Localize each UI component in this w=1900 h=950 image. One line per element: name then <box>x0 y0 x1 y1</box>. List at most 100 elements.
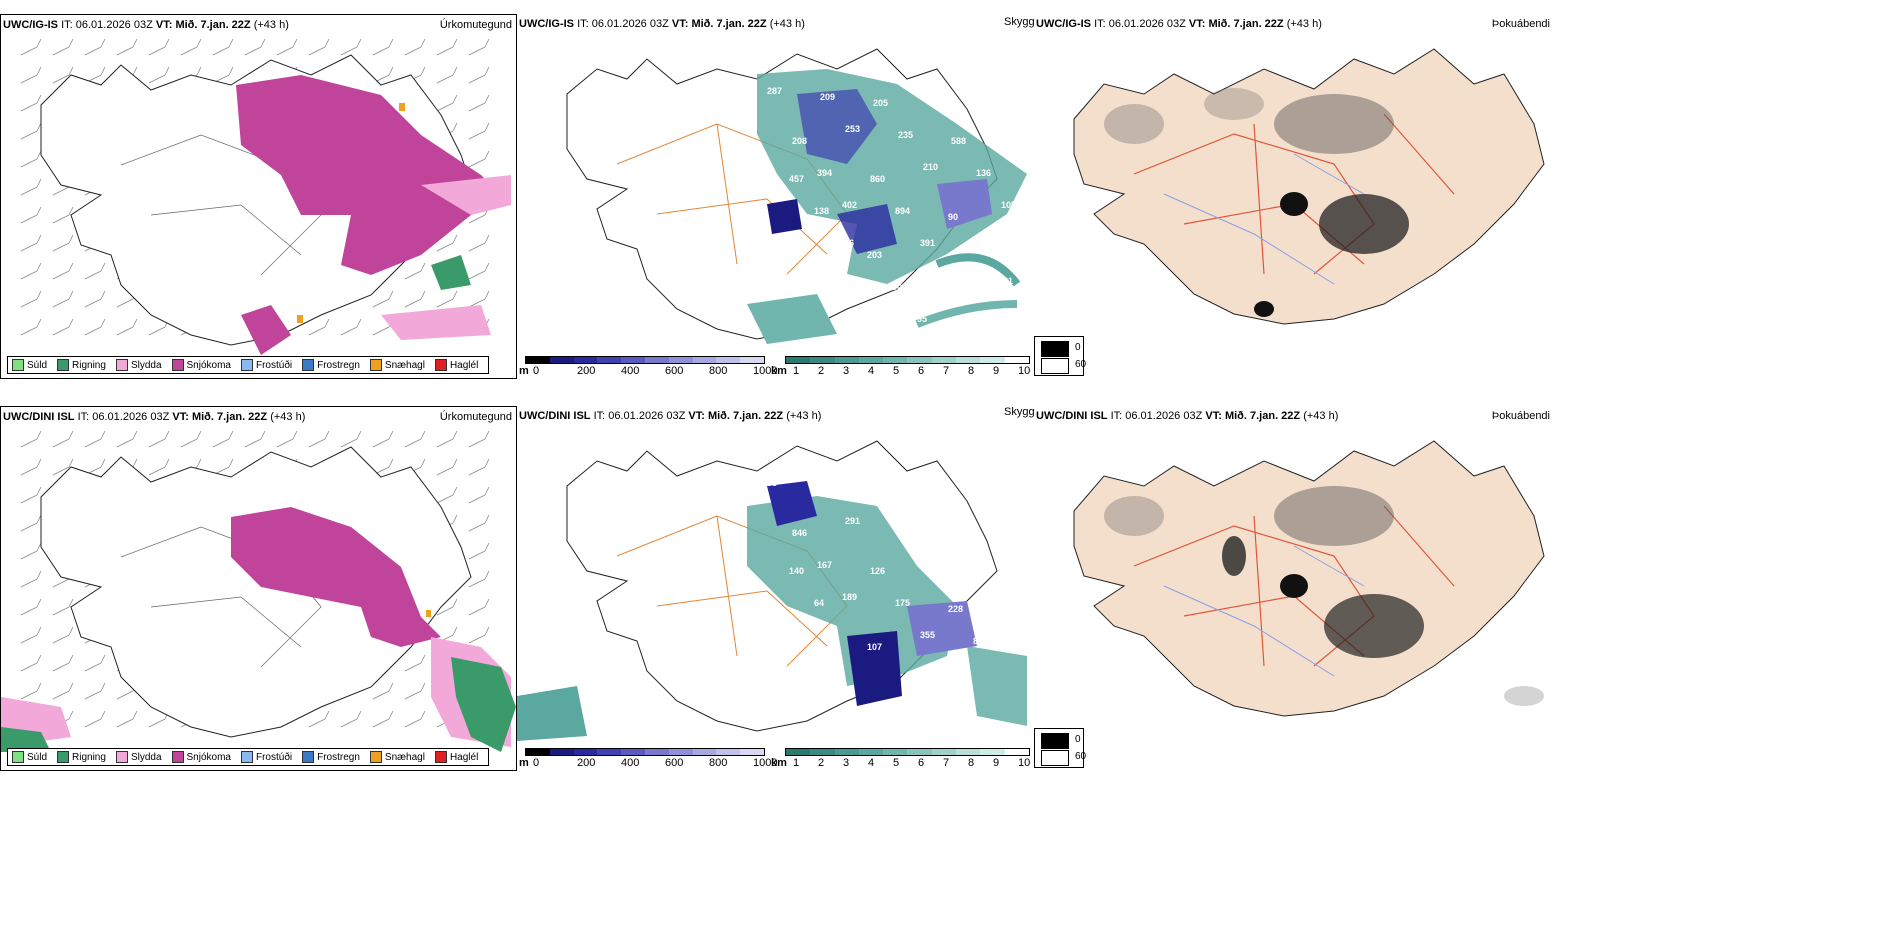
wind-barb <box>20 234 42 252</box>
wind-barb <box>180 430 202 448</box>
colorbar-tick: 7 <box>943 757 950 769</box>
fog-area <box>1104 496 1164 536</box>
panel-header: UWC/DINI ISL IT: 06.01.2026 03Z VT: Mið.… <box>519 410 821 422</box>
legend-label: Frostúði <box>255 751 293 763</box>
fog-legend-black <box>1041 733 1069 749</box>
cloud-base-value: 209 <box>820 92 835 102</box>
colorbar-segment <box>644 749 669 755</box>
iceland-map-precip-top <box>20 38 511 355</box>
legend-swatch <box>12 751 24 763</box>
colorbar-tick: 3 <box>843 365 850 377</box>
cloud-base-value: 169 <box>786 642 801 652</box>
wind-barb <box>404 682 426 700</box>
wind-barb <box>468 486 490 504</box>
colorbar-tick: 5 <box>893 365 900 377</box>
wind-barb <box>84 38 106 56</box>
wind-barb <box>20 178 42 196</box>
wind-barb <box>436 94 458 112</box>
colorbar-segment <box>883 749 908 755</box>
fog-area <box>1324 594 1424 658</box>
iceland-map-fog-bottom <box>1073 440 1545 717</box>
wind-barb <box>404 38 426 56</box>
colorbar-segment <box>786 357 811 363</box>
colorbar-segment <box>668 749 693 755</box>
wind-barb <box>308 430 330 448</box>
wind-barb <box>468 598 490 616</box>
wind-barb <box>468 38 490 56</box>
wind-barb <box>52 234 74 252</box>
cloud-base-value: 167 <box>817 560 832 570</box>
legend-swatch <box>369 359 382 371</box>
wind-barb <box>20 654 42 672</box>
iceland-map-cloud-bottom: 98 255 265 194 120 846 291 842 103 915 167 126 166 30… <box>517 440 1027 741</box>
colorbar-segment <box>931 749 957 755</box>
low-visibility-area <box>915 300 1018 328</box>
wind-barb <box>468 626 490 644</box>
rain-area <box>431 255 471 290</box>
colorbar-segment <box>573 749 598 755</box>
it-label: IT: <box>1110 410 1123 422</box>
colorbar-tick: 600 <box>665 365 684 377</box>
cloud-base-value: 355 <box>945 288 960 298</box>
cloud-base-value: 148 <box>786 250 801 260</box>
cloud-base-value: 95 <box>917 314 927 324</box>
wind-barb <box>20 626 42 644</box>
wind-barb <box>340 710 362 728</box>
sleet-area <box>381 305 491 340</box>
colorbar-segment <box>907 749 932 755</box>
fog-legend-value: 0 <box>1075 734 1081 745</box>
cloud-base-value: 147 <box>811 282 826 292</box>
cloud-base-value: 166 <box>923 554 938 564</box>
precip-legend: Súld Rigning Slydda Snjókoma Frostúði Frostre… <box>7 748 490 766</box>
wind-barb <box>20 598 42 616</box>
wind-barb <box>468 458 490 476</box>
colorbar-segment <box>858 357 884 363</box>
legend-swatch <box>115 751 128 763</box>
cloud-base-value: 210 <box>923 162 938 172</box>
cloud-base-value: 140 <box>789 566 804 576</box>
lead-time: (+43 h) <box>1303 410 1339 422</box>
wind-barb <box>468 542 490 560</box>
cloud-base-value: 894 <box>895 206 910 216</box>
wind-barb <box>404 430 426 448</box>
model-name: UWC/IG-IS <box>1036 18 1091 30</box>
wind-barb <box>276 430 298 448</box>
cloud-base-value: 208 <box>792 136 807 146</box>
vt-label: VT: <box>688 410 705 422</box>
cloud-base-value: 846 <box>792 528 807 538</box>
wind-barb <box>340 430 362 448</box>
lead-time: (+43 h) <box>270 411 306 423</box>
cloud-base-value: 120 <box>979 484 994 494</box>
cloud-base-area <box>837 204 897 254</box>
iceland-land <box>1073 48 1545 325</box>
wind-barb <box>308 710 330 728</box>
legend-label: Súld <box>27 359 48 371</box>
low-visibility-area <box>517 686 587 741</box>
colorbar-tick: 6 <box>918 757 925 769</box>
snow-pellet-area <box>399 103 405 111</box>
wind-barb <box>52 626 74 644</box>
wind-barb <box>116 430 138 448</box>
legend-item: Frostregn <box>302 751 366 763</box>
lead-time: (+43 h) <box>1286 18 1322 30</box>
legend-item: Snjókoma <box>171 359 237 371</box>
legend-label: Snæhagl <box>384 359 425 371</box>
panel-header: UWC/IG-IS IT: 06.01.2026 03Z VT: Mið. 7.… <box>1036 18 1322 30</box>
wind-barb <box>116 710 138 728</box>
cloud-base-value: 235 <box>898 130 913 140</box>
wind-barb <box>468 514 490 532</box>
sleet-area <box>421 175 511 215</box>
legend-item: Snæhagl <box>369 751 431 763</box>
legend-label: Snjókoma <box>186 751 231 763</box>
wind-barb <box>20 318 42 336</box>
legend-swatch <box>240 751 253 763</box>
wind-barb <box>180 38 202 56</box>
cloud-base-value: 64 <box>814 598 824 608</box>
colorbar-segment <box>858 749 884 755</box>
wind-barb <box>468 570 490 588</box>
legend-swatch <box>369 751 382 763</box>
panel-type-label: Þokuábendi <box>1491 410 1550 422</box>
it-label: IT: <box>593 410 606 422</box>
colorbar-segment <box>907 357 932 363</box>
wind-barb <box>148 38 170 56</box>
